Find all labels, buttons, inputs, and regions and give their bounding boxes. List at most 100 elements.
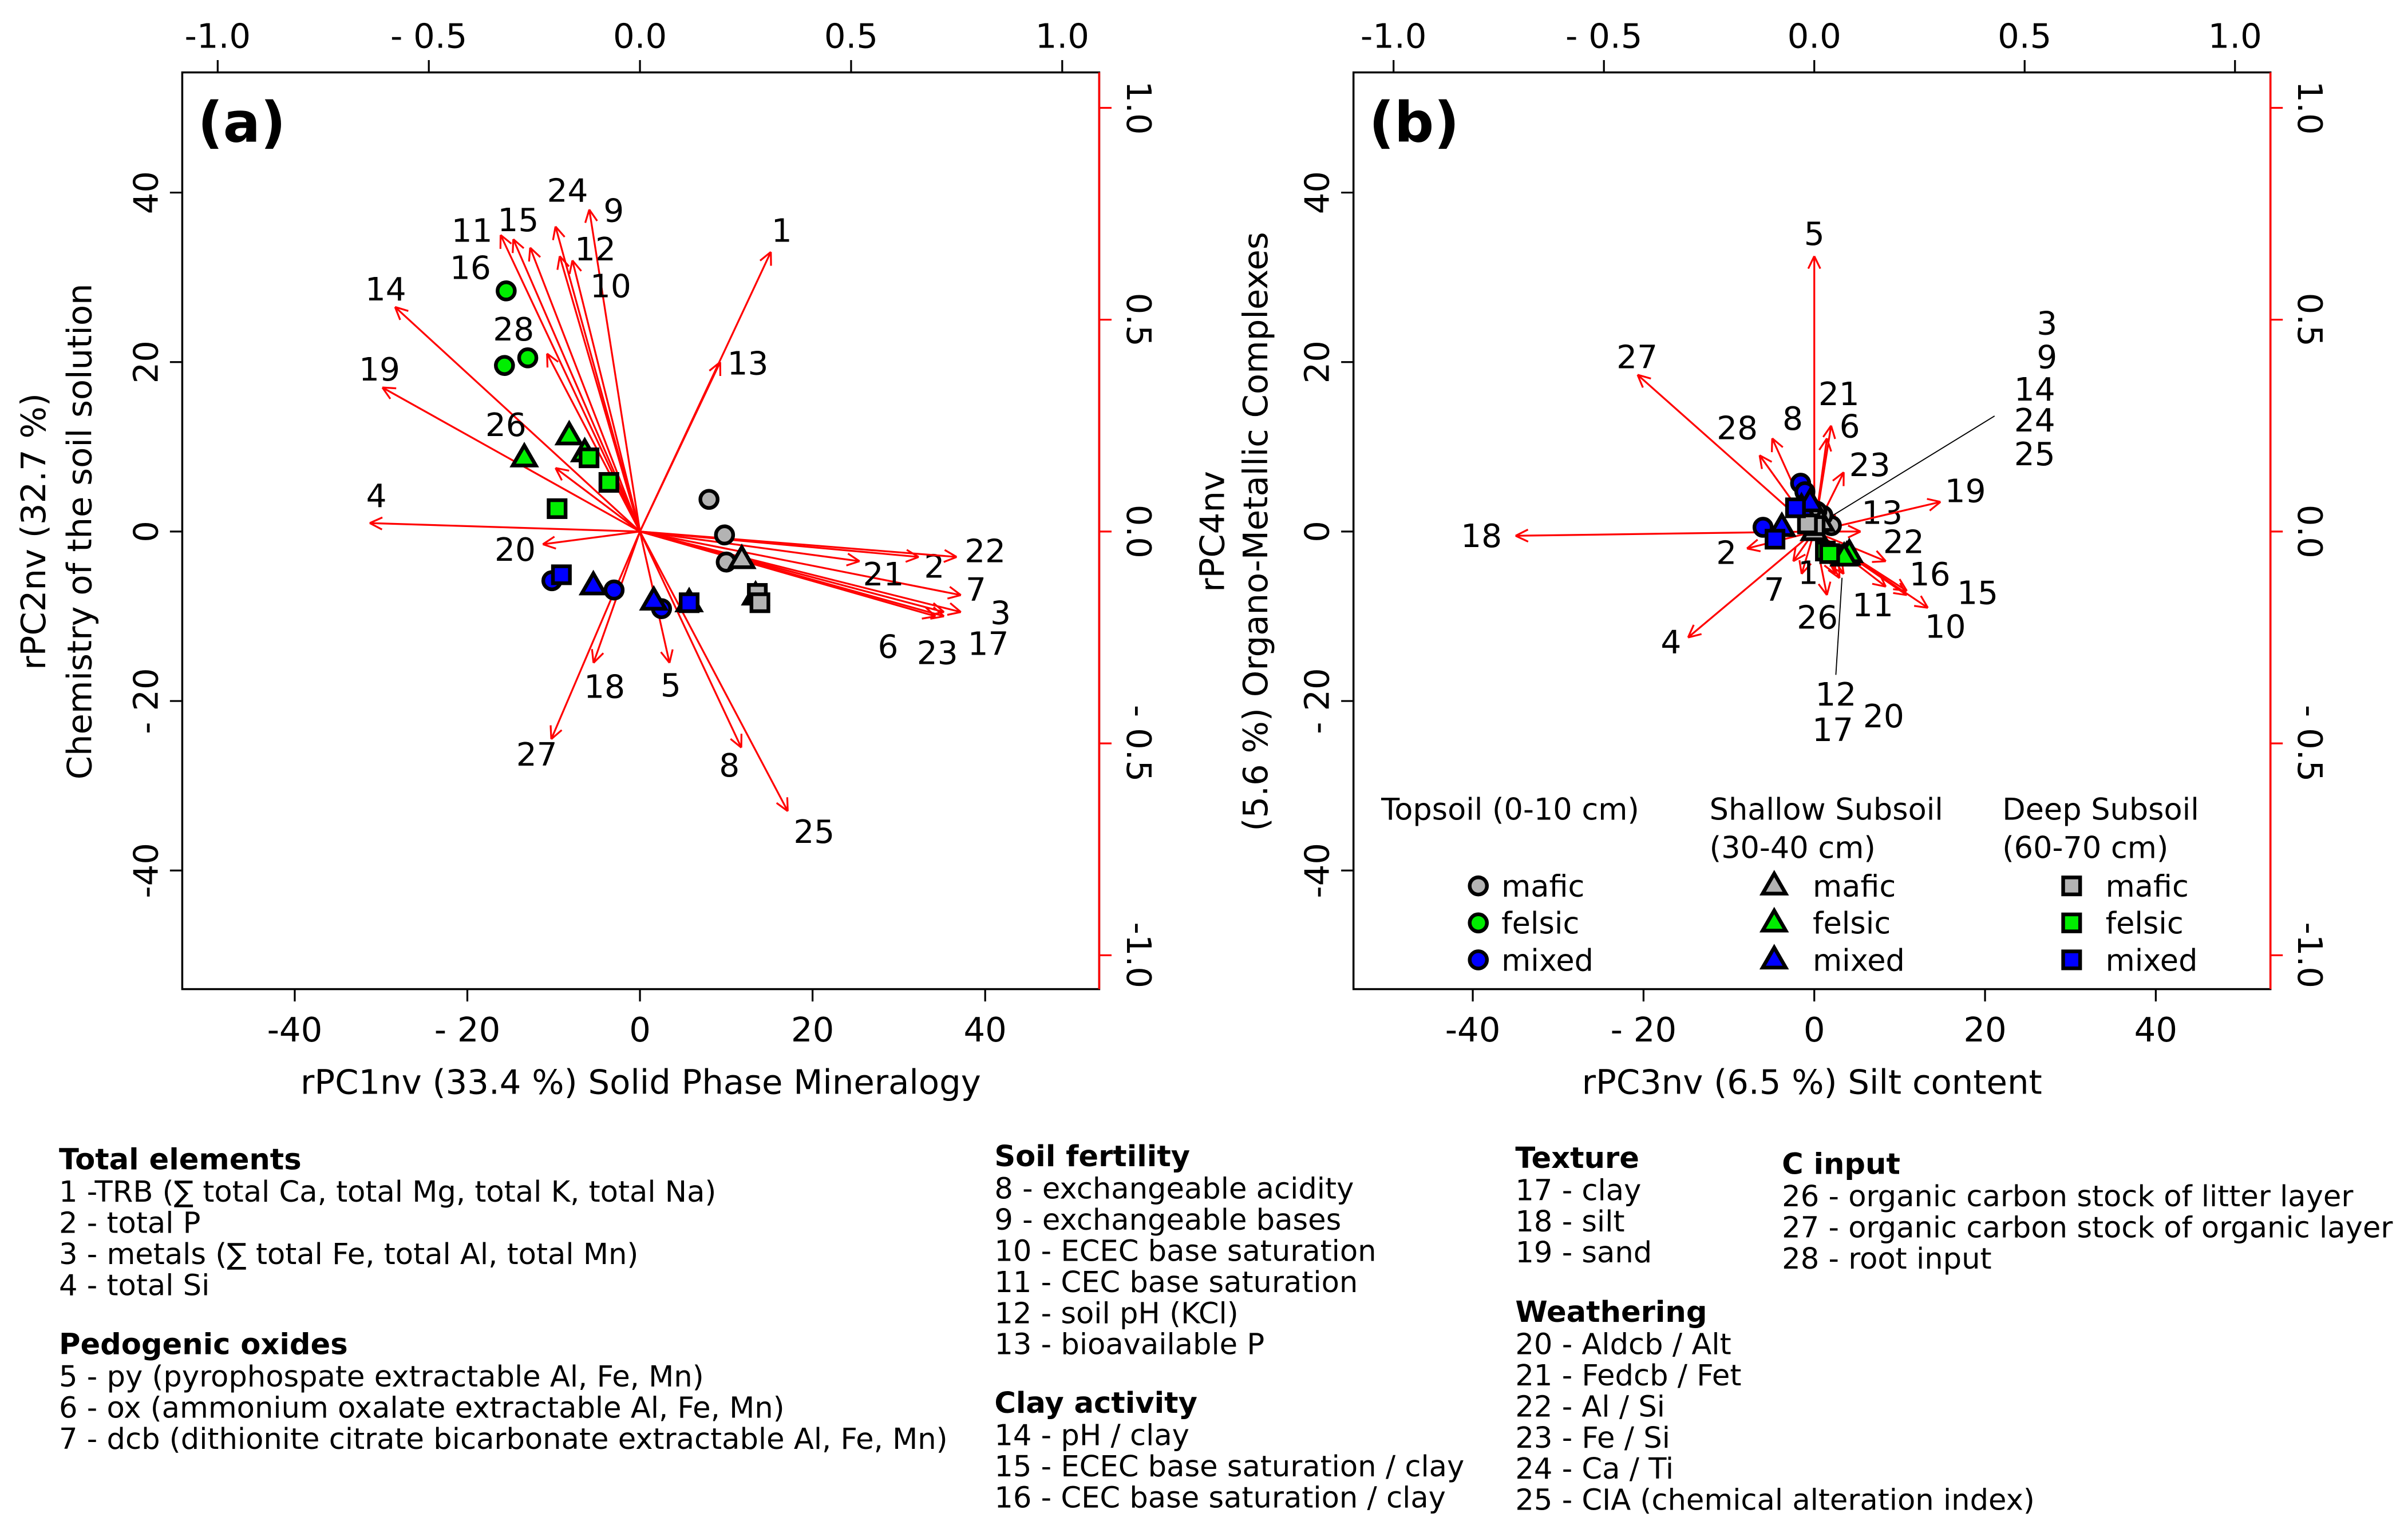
arrow-head — [660, 651, 670, 664]
arrow-head — [1826, 438, 1832, 452]
arrow-shaft — [550, 531, 641, 740]
key-item: 11 - CEC base saturation — [994, 1266, 1358, 1300]
arrow-head — [1929, 501, 1942, 512]
loading-arrow-8: 8 — [639, 531, 743, 785]
arrow-head — [759, 251, 772, 262]
loading-arrow-16: 16 — [1813, 530, 1951, 593]
point-circle — [698, 489, 719, 510]
arrow-head — [1746, 547, 1761, 552]
loading-label: 21 — [863, 556, 904, 593]
top-tick-label: 0.0 — [1788, 16, 1841, 56]
key-item: 5 - py (pyrophospate extractable Al, Fe,… — [59, 1360, 704, 1394]
loading-arrow-14: 14 — [365, 271, 641, 533]
top-tick-label: 1.0 — [1035, 16, 1089, 56]
right-tick-label: 1.0 — [2290, 81, 2330, 134]
arrow-head — [786, 797, 789, 811]
arrow-head — [1770, 438, 1773, 453]
key-item: 15 - ECEC base saturation / clay — [994, 1450, 1464, 1484]
key-item: 6 - ox (ammonium oxalate extractable Al,… — [59, 1392, 785, 1425]
legend-item-label: mafic — [2106, 869, 2189, 904]
loading-label: 4 — [366, 478, 387, 515]
left-tick-label: 40 — [126, 171, 165, 214]
point-triangle — [727, 543, 757, 569]
loading-label: 5 — [661, 667, 681, 704]
right-tick-label: - 0.5 — [2290, 705, 2330, 782]
left-tick-label: 0 — [126, 521, 165, 542]
legend-item-label: mafic — [1501, 869, 1584, 904]
loading-arrow-2: 2 — [1716, 530, 1815, 572]
arrow-head — [932, 602, 945, 613]
arrow-head — [776, 802, 789, 812]
loading-label: 19 — [1945, 473, 1986, 510]
panel-a: -40 - 20 0 20 40 40 20 0 - 20 -40 -1.0 - 0.5 0.0 0.5 1… — [14, 16, 1158, 1102]
y-axis-subtitle: Chemistry of the soil solution — [60, 283, 100, 779]
arrow-head — [1876, 550, 1887, 562]
arrow-shaft — [639, 530, 957, 558]
arrow-head — [1848, 530, 1861, 538]
arrow-shaft — [639, 362, 721, 532]
legend-title: Shallow Subsoil — [1710, 792, 1943, 827]
arrow-shaft — [639, 530, 944, 613]
point-triangle — [1759, 944, 1789, 970]
arrow-head — [1793, 553, 1806, 563]
left-tick-label: - 20 — [1298, 668, 1337, 734]
loading-arrow-16: 16 — [450, 247, 641, 532]
arrow-shaft — [394, 306, 641, 533]
key-item: 24 - Ca / Ti — [1515, 1452, 1674, 1486]
panel-b: -40 - 20 0 20 40 40 20 0 - 20 -40 -1.0 - 0.5 0.0 0.5 1… — [1193, 16, 2330, 1102]
arrow-head — [932, 606, 945, 617]
loading-label: 25 — [793, 814, 835, 851]
key-item: 14 - pH / clay — [994, 1419, 1189, 1453]
arrow-head — [1813, 255, 1821, 270]
bottom-tick-label: - 20 — [434, 1010, 501, 1049]
key-item: 26 - organic carbon stock of litter laye… — [1782, 1180, 2354, 1214]
arrow-head — [546, 352, 559, 363]
loading-label: 8 — [1782, 401, 1803, 438]
x-axis-title: rPC1nv (33.4 %) Solid Phase Mineralogy — [300, 1063, 981, 1102]
loading-arrow-5: 5 — [1804, 216, 1825, 532]
loading-label: 10 — [590, 268, 631, 306]
key-item: 27 - organic carbon stock of organic lay… — [1782, 1211, 2393, 1245]
loading-label: 24 — [547, 173, 588, 210]
key-item: 8 - exchangeable acidity — [994, 1172, 1354, 1206]
point-triangle — [1759, 870, 1789, 896]
bottom-tick-label: 0 — [1804, 1010, 1825, 1049]
arrow-head — [1687, 624, 1695, 638]
legend-item-label: mixed — [1501, 943, 1594, 978]
arrow-head — [1687, 633, 1702, 639]
top-tick-label: 0.0 — [613, 16, 667, 56]
loading-label: 17 — [968, 625, 1009, 663]
key-item: 23 - Fe / Si — [1515, 1421, 1670, 1455]
point-triangle — [639, 585, 669, 611]
left-tick-label: - 20 — [126, 668, 165, 734]
bottom-tick-label: -40 — [267, 1010, 323, 1049]
bottom-tick-label: 20 — [791, 1010, 834, 1049]
loading-label: 6 — [878, 629, 899, 666]
arrow-head — [669, 649, 674, 663]
loading-arrow-28: 28 — [1717, 410, 1816, 532]
loading-label: 9 — [2037, 339, 2057, 376]
loading-label: 15 — [497, 202, 539, 239]
legend-item-label: felsic — [2106, 906, 2184, 941]
loading-label: 14 — [2014, 371, 2055, 409]
key-item: 28 - root input — [1782, 1242, 1991, 1276]
arrow-head — [1637, 374, 1651, 380]
arrow-shaft — [555, 467, 641, 533]
arrow-shaft — [546, 353, 641, 532]
arrow-head — [382, 386, 397, 390]
point-square — [2061, 876, 2082, 897]
key-section-title: Pedogenic oxides — [59, 1328, 348, 1362]
legend-item-label: mixed — [1813, 943, 1905, 978]
loading-label: 9 — [603, 193, 624, 230]
arrow-shaft — [639, 530, 962, 596]
arrow-head — [949, 586, 962, 596]
arrow-head — [556, 256, 561, 270]
bottom-tick-label: 40 — [963, 1010, 1006, 1049]
loading-label: 20 — [495, 532, 536, 569]
loading-label: 11 — [1852, 587, 1893, 624]
arrow-head — [1899, 579, 1908, 592]
point-square — [749, 592, 770, 613]
loading-label: 18 — [584, 669, 625, 706]
bottom-tick-label: 40 — [2134, 1010, 2177, 1049]
